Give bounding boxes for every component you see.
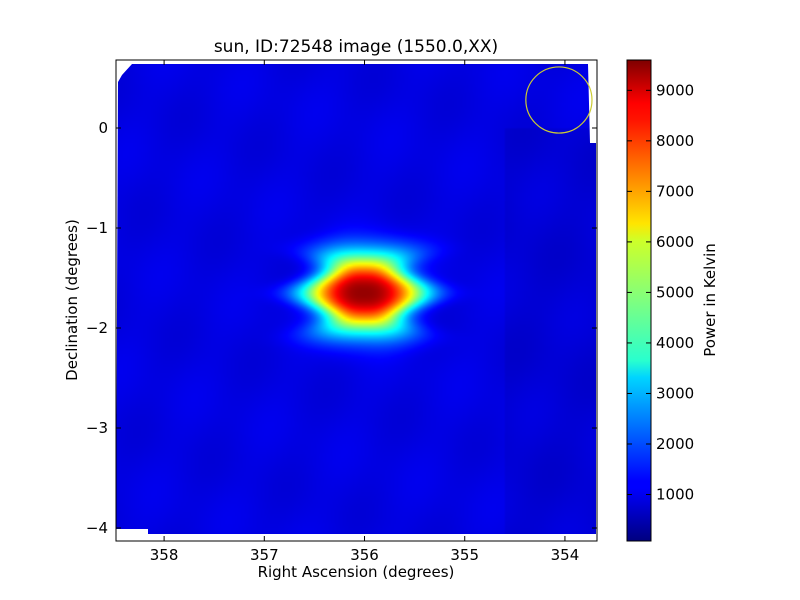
x-tick-label-4: 354 bbox=[551, 546, 580, 564]
y-tick-label-4: −4 bbox=[86, 519, 108, 537]
chart-title: sun, ID:72548 image (1550.0,XX) bbox=[214, 37, 498, 57]
colorbar-tick-label-5: 6000 bbox=[656, 233, 694, 251]
colorbar bbox=[626, 59, 652, 542]
colorbar-tick-label-8: 9000 bbox=[656, 81, 694, 99]
x-tick-label-2: 356 bbox=[350, 546, 379, 564]
y-tick-label-2: −2 bbox=[86, 319, 108, 337]
colorbar-label: Power in Kelvin bbox=[701, 243, 719, 357]
x-tick-label-0: 358 bbox=[150, 546, 179, 564]
plot-frame bbox=[115, 59, 598, 542]
y-tick-label-1: −1 bbox=[86, 219, 108, 237]
colorbar-tick-label-3: 4000 bbox=[656, 334, 694, 352]
x-tick-label-1: 357 bbox=[250, 546, 279, 564]
heatmap-image bbox=[116, 64, 596, 534]
colorbar-ticks: 1000 2000 3000 4000 5000 6000 7000 8000 9000 bbox=[627, 81, 694, 504]
y-tick-label-0: 0 bbox=[98, 119, 108, 137]
y-axis-label: Declination (degrees) bbox=[63, 219, 81, 381]
beam-circle bbox=[525, 66, 593, 134]
colorbar-tick-label-1: 2000 bbox=[656, 435, 694, 453]
colorbar-tick-label-7: 8000 bbox=[656, 132, 694, 150]
x-axis-label: Right Ascension (degrees) bbox=[258, 563, 455, 581]
x-axis: 358 357 356 355 354 bbox=[150, 60, 579, 564]
y-tick-label-3: −3 bbox=[86, 419, 108, 437]
colorbar-tick-label-2: 3000 bbox=[656, 384, 694, 402]
colorbar-tick-label-0: 1000 bbox=[656, 486, 694, 504]
colorbar-tick-label-6: 7000 bbox=[656, 182, 694, 200]
heatmap bbox=[116, 64, 596, 534]
y-axis: 0 −1 −2 −3 −4 bbox=[86, 119, 597, 537]
x-tick-label-3: 355 bbox=[450, 546, 479, 564]
colorbar-tick-label-4: 5000 bbox=[656, 283, 694, 301]
